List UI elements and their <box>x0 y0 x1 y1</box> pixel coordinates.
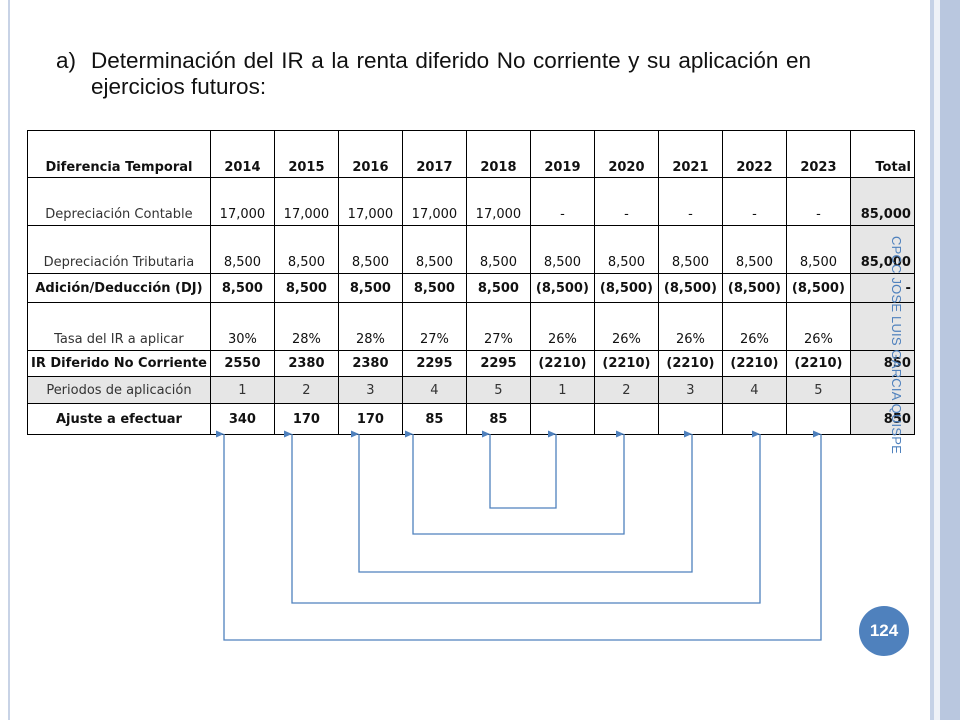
total-cell: - <box>849 273 915 303</box>
row-label: Ajuste a efectuar <box>27 403 211 435</box>
right-border-band <box>930 0 934 720</box>
table-cell: 8,500 <box>273 273 339 303</box>
table-cell: 8,500 <box>785 225 851 274</box>
table-cell <box>593 403 659 435</box>
header-cell: 2014 <box>209 130 275 178</box>
page-number: 124 <box>869 621 899 640</box>
table-cell: - <box>657 177 723 226</box>
table-cell: (2210) <box>657 350 723 377</box>
table-cell: 2 <box>273 376 339 404</box>
deferred-tax-table: Diferencia Temporal 2014 2015 2016 2017 … <box>27 130 915 435</box>
link-arrow-period-3 <box>350 430 693 573</box>
table-cell: 8,500 <box>593 225 659 274</box>
row-label: Tasa del IR a aplicar <box>27 302 211 351</box>
table-row-periodos: Periodos de aplicación 1 2 3 4 5 1 2 3 4… <box>27 376 915 404</box>
total-cell: 85,000 <box>849 177 915 226</box>
table-cell: 2380 <box>337 350 403 377</box>
table-cell: 4 <box>401 376 467 404</box>
table-cell: 30% <box>209 302 275 351</box>
page-number-badge: 124 <box>859 606 909 656</box>
table-row-ir-diferido: IR Diferido No Corriente 2550 2380 2380 … <box>27 350 915 377</box>
table-cell: 17,000 <box>465 177 531 226</box>
table-cell: 2380 <box>273 350 339 377</box>
table-cell: 17,000 <box>337 177 403 226</box>
table-cell: (2210) <box>785 350 851 377</box>
right-border-band-light <box>934 0 940 720</box>
header-cell-total: Total <box>849 130 915 178</box>
total-cell: 850 <box>849 350 915 377</box>
table-cell: 85 <box>465 403 531 435</box>
table-cell <box>529 403 595 435</box>
table-cell: 3 <box>657 376 723 404</box>
total-cell: 850 <box>849 403 915 435</box>
title-item-label: a) <box>56 48 77 73</box>
header-cell: 2017 <box>401 130 467 178</box>
table-row-tasa-ir: Tasa del IR a aplicar 30% 28% 28% 27% 27… <box>27 302 915 351</box>
table-cell: (2210) <box>721 350 787 377</box>
left-border-rule <box>8 0 10 720</box>
row-label: Depreciación Contable <box>27 177 211 226</box>
table-cell: 17,000 <box>401 177 467 226</box>
link-arrow-period-1 <box>215 430 822 641</box>
table-cell: (2210) <box>529 350 595 377</box>
row-label: Depreciación Tributaria <box>27 225 211 274</box>
link-arrow-period-5 <box>481 430 557 509</box>
table-cell: 8,500 <box>465 225 531 274</box>
row-label: Adición/Deducción (DJ) <box>27 273 211 303</box>
table-cell: 8,500 <box>209 225 275 274</box>
table-cell: 3 <box>337 376 403 404</box>
author-name: CPCC JOSE LUIS GARCIA QUISPE <box>889 236 904 454</box>
table-cell: (8,500) <box>529 273 595 303</box>
table-cell: 26% <box>785 302 851 351</box>
table-row-adicion-deduccion: Adición/Deducción (DJ) 8,500 8,500 8,500… <box>27 273 915 303</box>
right-border-band-dark <box>940 0 960 720</box>
table-cell: 2295 <box>401 350 467 377</box>
table-cell: 2295 <box>465 350 531 377</box>
table-cell: (8,500) <box>785 273 851 303</box>
header-cell: 2021 <box>657 130 723 178</box>
table-cell: 17,000 <box>209 177 275 226</box>
table-cell: 26% <box>657 302 723 351</box>
table-row-depreciacion-tributaria: Depreciación Tributaria 8,500 8,500 8,50… <box>27 225 915 274</box>
table-cell: 26% <box>593 302 659 351</box>
table-cell <box>785 403 851 435</box>
table-cell: 27% <box>401 302 467 351</box>
table-cell: 5 <box>785 376 851 404</box>
total-cell <box>849 376 915 404</box>
header-cell: 2020 <box>593 130 659 178</box>
title-text: Determinación del IR a la renta diferido… <box>91 48 811 99</box>
table-cell: (8,500) <box>657 273 723 303</box>
table-row-ajuste: Ajuste a efectuar 340 170 170 85 85 850 <box>27 403 915 435</box>
table-cell: 1 <box>529 376 595 404</box>
author-vertical-text: CPCC JOSE LUIS GARCIA QUISPE <box>889 236 911 496</box>
table-cell: 5 <box>465 376 531 404</box>
total-cell <box>849 302 915 351</box>
table-cell: 170 <box>337 403 403 435</box>
table-cell <box>721 403 787 435</box>
link-arrow-period-4 <box>404 430 625 535</box>
table-cell: (2210) <box>593 350 659 377</box>
link-arrow-period-2 <box>283 430 761 604</box>
